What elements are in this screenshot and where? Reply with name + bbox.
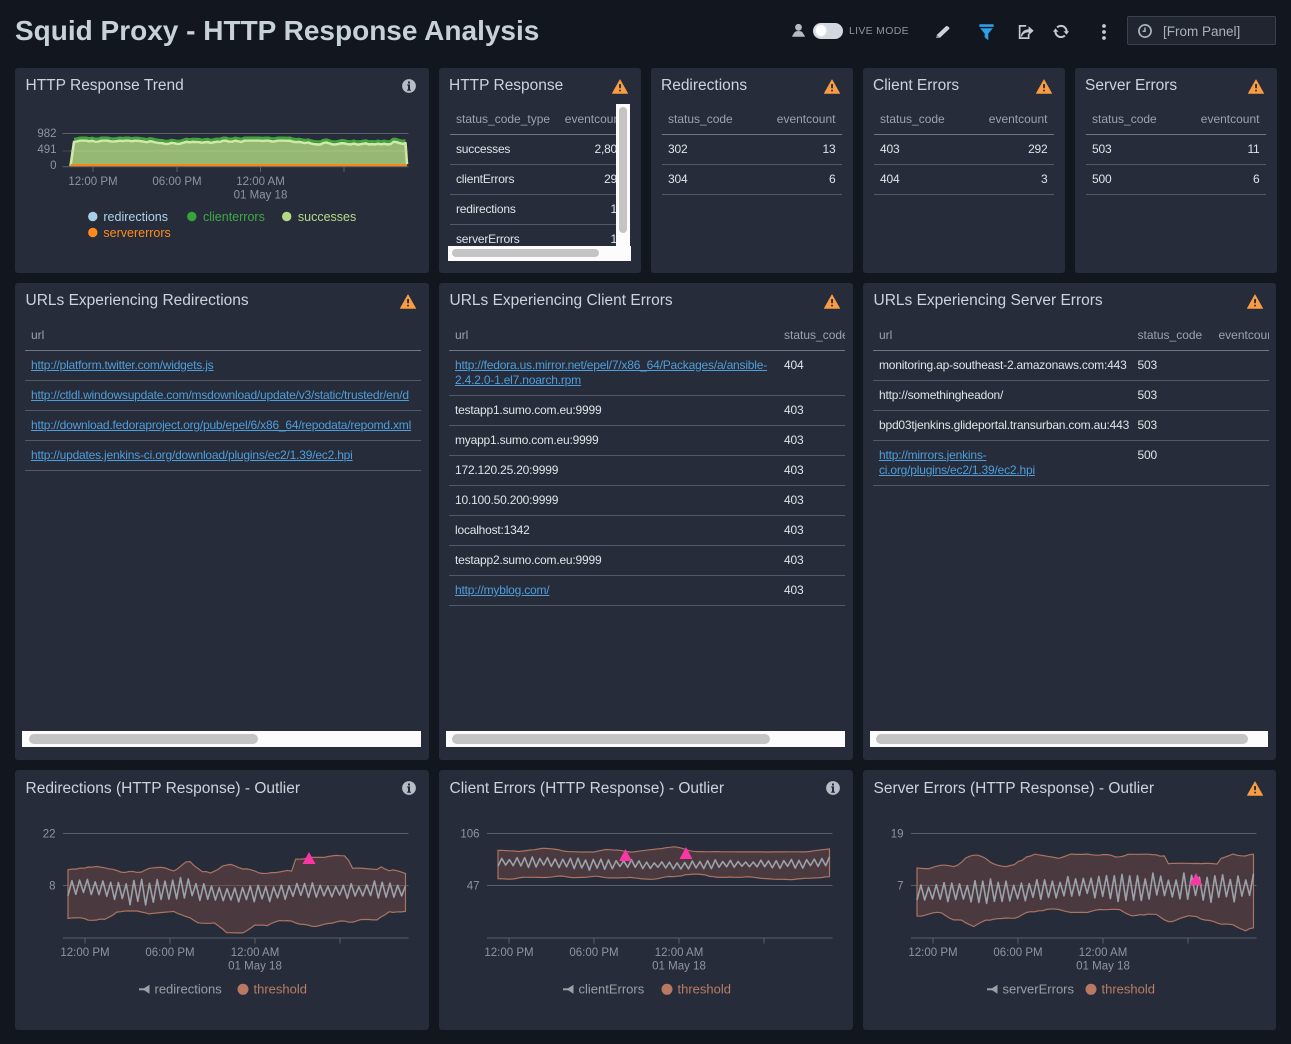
svg-text:12:00 PM: 12:00 PM <box>68 176 117 188</box>
svg-text:47: 47 <box>467 881 480 893</box>
svg-text:0: 0 <box>50 160 56 172</box>
svg-text:06:00 PM: 06:00 PM <box>152 176 201 188</box>
svg-text:106: 106 <box>460 829 479 841</box>
svg-text:servererrors: servererrors <box>103 225 170 239</box>
svg-text:01 May 18: 01 May 18 <box>1076 961 1130 973</box>
svg-text:06:00 PM: 06:00 PM <box>569 947 618 959</box>
svg-text:12:00 PM: 12:00 PM <box>484 947 533 959</box>
svg-text:12:00 AM: 12:00 AM <box>655 947 704 959</box>
svg-text:01 May 18: 01 May 18 <box>234 189 288 201</box>
svg-text:redirections: redirections <box>155 982 223 997</box>
svg-text:threshold: threshold <box>678 982 731 997</box>
svg-text:01 May 18: 01 May 18 <box>652 961 706 973</box>
svg-text:982: 982 <box>37 128 56 140</box>
svg-text:06:00 PM: 06:00 PM <box>993 947 1042 959</box>
svg-text:22: 22 <box>43 829 56 841</box>
svg-text:491: 491 <box>37 144 56 156</box>
svg-text:19: 19 <box>891 829 904 841</box>
svg-text:redirections: redirections <box>103 209 168 223</box>
svg-text:01 May 18: 01 May 18 <box>228 961 282 973</box>
svg-text:12:00 AM: 12:00 AM <box>1079 947 1128 959</box>
svg-text:12:00 AM: 12:00 AM <box>231 947 280 959</box>
svg-text:12:00 AM: 12:00 AM <box>236 176 285 188</box>
svg-text:7: 7 <box>897 881 903 893</box>
svg-text:serverErrors: serverErrors <box>1003 982 1075 997</box>
svg-text:threshold: threshold <box>1102 982 1155 997</box>
svg-text:06:00 PM: 06:00 PM <box>145 947 194 959</box>
svg-text:12:00 PM: 12:00 PM <box>60 947 109 959</box>
svg-text:threshold: threshold <box>254 982 307 997</box>
svg-text:clienterrors: clienterrors <box>203 209 265 223</box>
svg-text:12:00 PM: 12:00 PM <box>908 947 957 959</box>
svg-text:clientErrors: clientErrors <box>579 982 645 997</box>
svg-text:8: 8 <box>49 881 55 893</box>
svg-text:successes: successes <box>298 209 356 223</box>
